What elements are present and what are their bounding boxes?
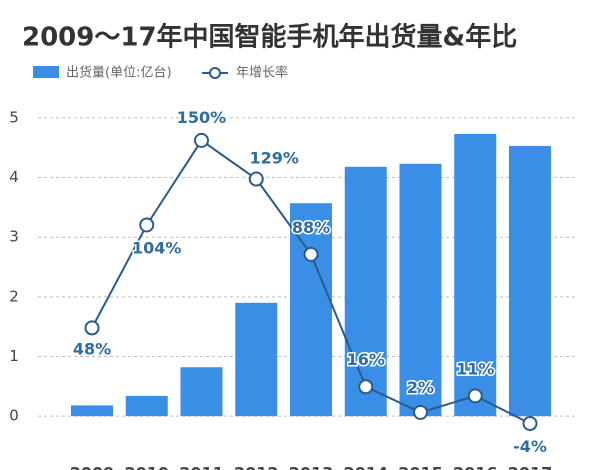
- line-point: [248, 171, 264, 187]
- bar: [344, 166, 387, 417]
- chart-title: 2009～17年中国智能手机年出货量&年比: [22, 22, 517, 53]
- line-point: [467, 388, 483, 404]
- line-point: [303, 246, 319, 262]
- x-tick-label: 2011: [179, 464, 224, 470]
- x-tick-label: 2014: [343, 464, 388, 470]
- legend-swatch: [33, 66, 59, 78]
- x-tick-label: 2016: [453, 464, 498, 470]
- y-tick-label: 2: [9, 287, 19, 305]
- bar: [399, 163, 442, 417]
- x-tick-label: 2017: [508, 464, 553, 470]
- data-label: -4%: [513, 437, 547, 456]
- line-point: [194, 132, 209, 148]
- data-label: 11%: [456, 359, 494, 378]
- legend-label: 年增长率: [236, 65, 288, 81]
- x-tick-label: 2013: [289, 464, 334, 470]
- bar: [509, 145, 551, 417]
- x-tick-label: 2010: [124, 464, 169, 470]
- data-label: 48%: [73, 339, 111, 358]
- bar: [180, 367, 223, 417]
- legend-label: 出货量(单位:亿台): [66, 65, 172, 81]
- y-tick-label: 4: [9, 168, 19, 186]
- y-tick-label: 1: [9, 347, 19, 365]
- data-label: 104%: [132, 238, 181, 257]
- data-label: 150%: [177, 108, 226, 127]
- line-point: [413, 404, 428, 420]
- x-tick-label: 2012: [234, 464, 279, 470]
- bar: [454, 134, 497, 417]
- y-tick-label: 0: [9, 407, 19, 425]
- bar: [71, 405, 113, 417]
- data-label: 2%: [407, 378, 434, 397]
- x-tick-label: 2015: [398, 464, 443, 470]
- line-point: [84, 320, 100, 336]
- data-label: 16%: [347, 350, 385, 369]
- y-tick-label: 3: [9, 228, 19, 246]
- line-point: [522, 415, 538, 431]
- bar: [125, 395, 168, 417]
- x-tick-label: 2009: [70, 464, 115, 470]
- line-point: [139, 217, 155, 233]
- line-point: [358, 379, 374, 395]
- data-label: 88%: [292, 218, 330, 237]
- legend-swatch: [209, 67, 221, 79]
- data-label: 129%: [250, 149, 299, 168]
- bar: [235, 302, 278, 417]
- bar: [290, 203, 332, 417]
- y-tick-label: 5: [9, 108, 19, 126]
